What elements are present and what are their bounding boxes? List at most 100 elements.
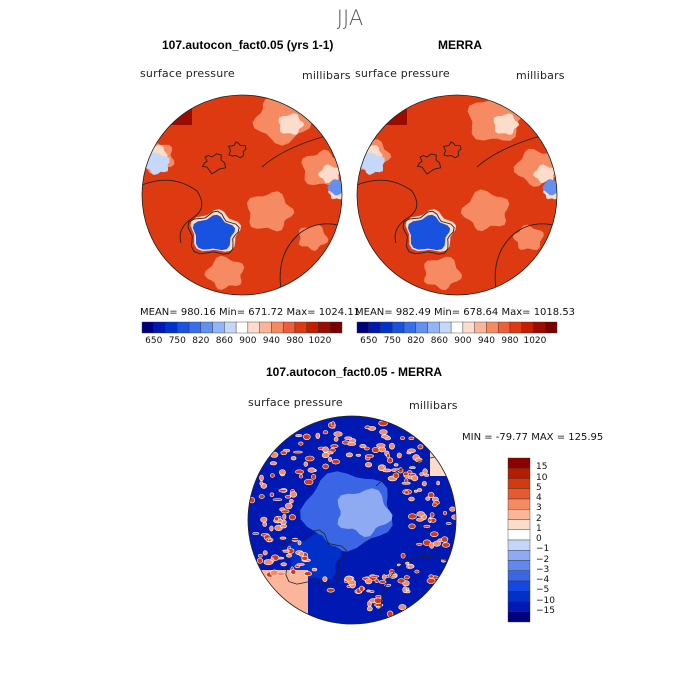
colorbar-swatch bbox=[224, 321, 237, 334]
colorbar-swatch bbox=[306, 321, 319, 334]
panel2-colorbar bbox=[356, 321, 558, 334]
pressure-patch bbox=[298, 224, 329, 251]
colorbar-tick-label: −1 bbox=[536, 544, 550, 555]
panel1-title: 107.autocon_fact0.05 (yrs 1-1) bbox=[162, 38, 334, 52]
colorbar-swatch bbox=[415, 321, 428, 334]
figure-title: JJA bbox=[336, 6, 364, 30]
colorbar-tick-label: 750 bbox=[383, 336, 401, 346]
colorbar-swatch bbox=[188, 321, 202, 334]
panel1-units-label: millibars bbox=[302, 69, 351, 82]
panel2-units-label: millibars bbox=[516, 69, 565, 82]
pressure-patch-light bbox=[278, 113, 305, 135]
high-pressure-region bbox=[142, 95, 192, 125]
coastlines bbox=[142, 136, 342, 295]
colorbar-swatch bbox=[507, 478, 531, 489]
panel3-title: 107.autocon_fact0.05 - MERRA bbox=[266, 365, 443, 379]
colorbar-swatch bbox=[497, 321, 511, 334]
colorbar-swatch bbox=[439, 321, 452, 334]
colorbar-swatch bbox=[403, 321, 417, 334]
positive-region bbox=[430, 426, 456, 476]
colorbar-swatch bbox=[330, 321, 343, 334]
colorbar-swatch bbox=[153, 321, 166, 334]
colorbar-swatch bbox=[507, 580, 531, 592]
map-outline bbox=[356, 94, 558, 296]
colorbar-swatch bbox=[474, 321, 487, 334]
colorbar-tick-label: 980 bbox=[501, 336, 519, 346]
colorbar-tick-label: −10 bbox=[536, 595, 555, 606]
colorbar-swatch bbox=[507, 611, 531, 623]
colorbar-tick-label: 940 bbox=[477, 336, 495, 346]
pressure-patch-light bbox=[533, 164, 555, 183]
colorbar-swatch bbox=[392, 321, 405, 334]
colorbar-swatch bbox=[141, 321, 154, 334]
colorbar-swatch bbox=[507, 529, 531, 541]
colorbar-swatch bbox=[200, 321, 213, 334]
pressure-patch bbox=[512, 224, 544, 250]
colorbar-swatch bbox=[368, 321, 381, 334]
low-pressure-patch bbox=[358, 152, 385, 175]
colorbar-swatch bbox=[507, 498, 531, 510]
colorbar-tick-label: 1 bbox=[536, 523, 542, 534]
panel1-colorbar bbox=[141, 321, 343, 334]
pressure-patch bbox=[204, 255, 245, 290]
colorbar-tick-label: 900 bbox=[454, 336, 472, 346]
greenland-ice-sheet bbox=[407, 214, 451, 251]
colorbar-tick-label: 15 bbox=[536, 462, 548, 473]
colorbar-swatch bbox=[507, 468, 531, 479]
colorbar-swatch bbox=[507, 519, 531, 530]
colorbar-tick-label: −2 bbox=[536, 554, 550, 565]
colorbar-swatch bbox=[507, 560, 531, 571]
colorbar-swatch bbox=[271, 321, 284, 334]
colorbar-tick-label: 2 bbox=[536, 513, 542, 524]
panel2-title: MERRA bbox=[438, 38, 482, 52]
panel3-colorbar bbox=[507, 457, 531, 623]
colorbar-tick-label: 1020 bbox=[523, 336, 547, 346]
colorbar-swatch bbox=[177, 321, 190, 334]
colorbar-swatch bbox=[533, 321, 546, 334]
colorbar-tick-label: 1020 bbox=[308, 336, 332, 346]
colorbar-swatch bbox=[212, 321, 225, 334]
coastlines bbox=[357, 136, 557, 295]
colorbar-tick-label: 10 bbox=[536, 472, 548, 483]
panel1-map bbox=[141, 94, 343, 296]
colorbar-swatch bbox=[282, 321, 296, 334]
panel3-min-max: MIN = -79.77 MAX = 125.95 bbox=[462, 432, 604, 443]
colorbar-tick-label: 980 bbox=[286, 336, 304, 346]
colorbar-swatch bbox=[507, 550, 531, 561]
pressure-patch bbox=[424, 256, 463, 291]
panel1-stats: MEAN= 980.16 Min= 671.72 Max= 1024.11 bbox=[140, 307, 361, 318]
colorbar-tick-label: 650 bbox=[360, 336, 378, 346]
panel1-variable-label: surface pressure bbox=[140, 67, 235, 80]
colorbar-swatch bbox=[462, 321, 475, 334]
colorbar-swatch bbox=[486, 321, 499, 334]
pressure-patch bbox=[460, 189, 510, 232]
colorbar-tick-label: −15 bbox=[536, 605, 555, 616]
colorbar-swatch bbox=[507, 570, 531, 582]
colorbar-swatch bbox=[507, 591, 531, 602]
colorbar-swatch bbox=[259, 321, 272, 334]
colorbar-tick-label: 940 bbox=[262, 336, 280, 346]
panel2-variable-label: surface pressure bbox=[355, 67, 450, 80]
colorbar-tick-label: 5 bbox=[536, 482, 542, 493]
arctic-basin-center bbox=[337, 488, 393, 538]
colorbar-swatch bbox=[507, 509, 531, 520]
colorbar-swatch bbox=[507, 457, 531, 469]
positive-region bbox=[248, 570, 308, 624]
colorbar-swatch bbox=[235, 321, 249, 334]
colorbar-swatch bbox=[165, 321, 178, 334]
low-pressure-patch bbox=[143, 152, 170, 175]
orographic-noise bbox=[249, 420, 456, 618]
panel3-map bbox=[247, 415, 457, 625]
colorbar-tick-label: 860 bbox=[430, 336, 448, 346]
pressure-patch-light bbox=[493, 113, 520, 135]
panel3-variable-label: surface pressure bbox=[248, 396, 343, 409]
colorbar-tick-label: 4 bbox=[536, 493, 542, 503]
colorbar-swatch bbox=[380, 321, 393, 334]
colorbar-tick-label: 0 bbox=[536, 534, 542, 544]
colorbar-swatch bbox=[356, 321, 369, 334]
colorbar-swatch bbox=[450, 321, 464, 334]
colorbar-tick-label: 750 bbox=[168, 336, 186, 346]
pressure-patch-light bbox=[318, 164, 340, 183]
